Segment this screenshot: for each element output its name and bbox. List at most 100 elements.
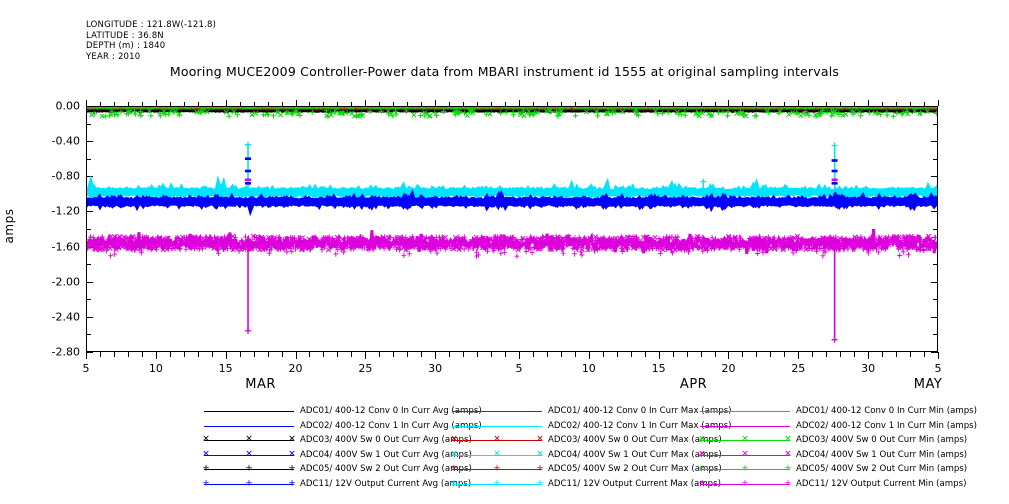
legend-item[interactable]: + + + ADC11/ 12V Output Current Min (amps) — [698, 477, 966, 492]
legend-item[interactable]: ADC02/ 400-12 Conv 1 In Curr Avg (amps) — [204, 419, 482, 434]
x-minor-tick-top — [309, 102, 311, 106]
legend-marker-x: ✕ — [536, 434, 544, 445]
x-minor-tick — [267, 352, 269, 357]
x-minor-tick-top — [323, 102, 325, 106]
x-minor-tick — [491, 352, 493, 357]
x-minor-tick — [407, 352, 409, 357]
legend-line-swatch — [700, 483, 790, 485]
legend-label: ADC04/ 400V Sw 1 Out Curr Min (amps) — [796, 449, 968, 460]
legend-item[interactable]: + + + ADC05/ 400V Sw 2 Out Curr Avg (amps) — [202, 462, 472, 477]
x-minor-tick-top — [630, 102, 632, 106]
legend-item[interactable]: ✕ ✕ ✕ ADC03/ 400V Sw 0 Out Curr Max (amps) — [450, 433, 721, 448]
x-tick-label: 10 — [148, 362, 163, 375]
legend-label: ADC05/ 400V Sw 2 Out Curr Avg (amps) — [300, 464, 472, 475]
x-minor-tick-top — [854, 102, 856, 106]
y-tick-label: -2.00 — [51, 275, 80, 289]
legend-item[interactable]: ADC01/ 400-12 Conv 0 In Curr Avg (amps) — [204, 404, 482, 419]
series-canvas — [86, 106, 938, 343]
x-minor-tick-top — [742, 102, 744, 106]
x-minor-tick — [840, 352, 842, 357]
legend-item[interactable]: ADC01/ 400-12 Conv 0 In Curr Max (amps) — [452, 404, 732, 419]
x-tick-top — [658, 100, 660, 106]
legend-marker-plus: + — [245, 478, 253, 489]
x-minor-tick-top — [784, 102, 786, 106]
x-minor-tick-top — [924, 102, 926, 106]
y-minor-tick — [86, 334, 91, 336]
x-minor-tick-top — [505, 102, 507, 106]
x-tick-label: 5 — [515, 362, 523, 375]
x-minor-tick-top — [840, 102, 842, 106]
legend-item[interactable]: ADC02/ 400-12 Conv 1 In Curr Min (amps) — [700, 419, 977, 434]
y-minor-tick — [86, 158, 91, 160]
legend-label: ADC03/ 400V Sw 0 Out Curr Avg (amps) — [300, 435, 472, 446]
legend-marker-plus: + — [741, 478, 749, 489]
legend-marker-plus: + — [202, 463, 210, 474]
plot-frame — [86, 106, 938, 352]
legend-item[interactable]: ✕ ✕ ✕ ADC04/ 400V Sw 1 Out Curr Max (amps) — [450, 448, 721, 463]
x-minor-tick — [309, 352, 311, 357]
x-minor-tick — [505, 352, 507, 357]
x-minor-tick-top — [211, 102, 213, 106]
x-minor-tick-top — [113, 102, 115, 106]
x-minor-tick — [602, 352, 604, 357]
x-minor-tick — [211, 352, 213, 357]
legend-marker-x: ✕ — [741, 449, 749, 460]
x-minor-tick-top — [756, 102, 758, 106]
y-minor-tick — [933, 334, 938, 336]
legend-item[interactable]: ✕ ✕ ✕ ADC04/ 400V Sw 1 Out Curr Avg (amps) — [202, 448, 472, 463]
legend-marker-x: ✕ — [202, 434, 210, 445]
legend: ADC01/ 400-12 Conv 0 In Curr Avg (amps) A… — [0, 404, 1009, 496]
x-minor-tick — [183, 352, 185, 357]
legend-marker-plus: + — [784, 463, 792, 474]
plot-area — [86, 106, 938, 352]
x-minor-tick-top — [197, 102, 199, 106]
x-minor-tick — [477, 352, 479, 357]
x-minor-tick-top — [896, 102, 898, 106]
x-minor-tick — [141, 352, 143, 357]
x-tick-label: 30 — [861, 362, 876, 375]
x-minor-tick-top — [644, 102, 646, 106]
legend-item[interactable]: ✕ ✕ ✕ ADC04/ 400V Sw 1 Out Curr Min (amps) — [698, 448, 967, 463]
x-tick-top — [588, 100, 590, 106]
x-tick-top — [435, 100, 437, 106]
y-tick-label: -2.40 — [51, 310, 80, 324]
x-tick — [938, 352, 939, 359]
legend-line-swatch — [204, 411, 294, 412]
legend-label: ADC03/ 400V Sw 0 Out Curr Max (amps) — [548, 435, 722, 446]
legend-item[interactable]: ✕ ✕ ✕ ADC03/ 400V Sw 0 Out Curr Avg (amps) — [202, 433, 472, 448]
y-tick — [931, 281, 938, 283]
x-tick-label: 25 — [358, 362, 373, 375]
legend-line-swatch — [204, 425, 294, 427]
x-minor-tick-top — [546, 102, 548, 106]
legend-marker-plus: + — [245, 463, 253, 474]
legend-line-swatch — [700, 440, 790, 442]
legend-marker-plus: + — [784, 478, 792, 489]
x-minor-tick-top — [714, 102, 716, 106]
legend-item[interactable]: + + + ADC05/ 400V Sw 2 Out Curr Max (amps) — [450, 462, 721, 477]
x-minor-tick — [686, 352, 688, 357]
legend-line-swatch — [700, 454, 790, 456]
x-minor-tick-top — [99, 102, 101, 106]
x-minor-tick — [854, 352, 856, 357]
x-tick — [728, 352, 730, 359]
x-minor-tick — [253, 352, 255, 357]
x-tick-label: 20 — [721, 362, 736, 375]
x-minor-tick-top — [532, 102, 534, 106]
legend-line-swatch — [204, 454, 294, 456]
legend-line-swatch — [452, 425, 542, 427]
legend-label: ADC04/ 400V Sw 1 Out Curr Avg (amps) — [300, 449, 472, 460]
x-tick-top — [155, 100, 157, 106]
legend-label: ADC02/ 400-12 Conv 1 In Curr Min (amps) — [796, 420, 978, 431]
x-tick-top — [728, 100, 730, 106]
legend-item[interactable]: + + + ADC05/ 400V Sw 2 Out Curr Min (amps) — [698, 462, 967, 477]
x-tick — [658, 352, 660, 359]
legend-item[interactable]: ADC02/ 400-12 Conv 1 In Curr Max (amps) — [452, 419, 732, 434]
legend-marker-x: ✕ — [288, 449, 296, 460]
legend-item[interactable]: + + + ADC11/ 12V Output Current Max (amps) — [450, 477, 721, 492]
x-minor-tick-top — [127, 102, 129, 106]
legend-item[interactable]: + + + ADC11/ 12V Output Current Avg (amps) — [202, 477, 471, 492]
x-month-label: MAR — [245, 377, 276, 392]
y-minor-tick — [933, 229, 938, 230]
legend-item[interactable]: ADC01/ 400-12 Conv 0 In Curr Min (amps) — [700, 404, 977, 419]
legend-item[interactable]: ✕ ✕ ✕ ADC03/ 400V Sw 0 Out Curr Min (amps) — [698, 433, 967, 448]
